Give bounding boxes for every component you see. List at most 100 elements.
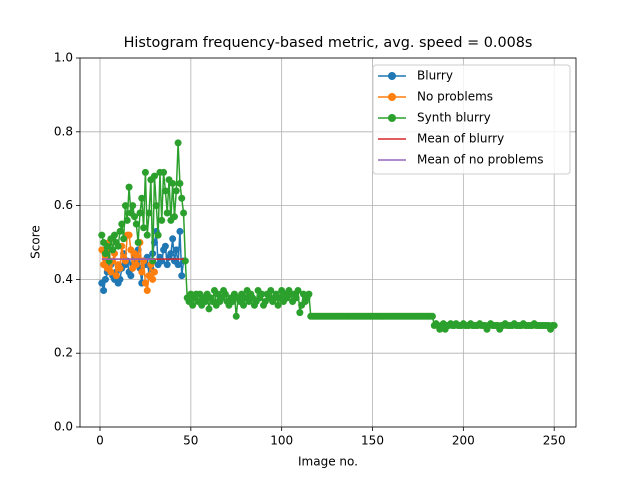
- point: [161, 187, 169, 195]
- point: [143, 231, 151, 239]
- point: [141, 168, 149, 176]
- point: [132, 220, 140, 228]
- point: [125, 183, 133, 191]
- point: [132, 261, 140, 269]
- point: [172, 246, 180, 254]
- point: [169, 179, 177, 187]
- legend-label: Blurry: [417, 69, 453, 83]
- legend-marker: [388, 114, 396, 122]
- point: [131, 213, 139, 221]
- y-tick-label: 1.0: [54, 51, 73, 65]
- point: [274, 301, 282, 309]
- point: [163, 209, 171, 217]
- point: [143, 286, 151, 294]
- point: [201, 298, 209, 306]
- x-tick-label: 0: [96, 434, 104, 448]
- point: [125, 231, 133, 239]
- point: [176, 227, 184, 235]
- point: [101, 275, 109, 283]
- point: [267, 286, 275, 294]
- y-tick-label: 0.4: [54, 272, 73, 286]
- y-tick-label: 0.6: [54, 198, 73, 212]
- legend-frame: [372, 64, 571, 175]
- legend-label: Mean of blurry: [417, 132, 504, 146]
- point: [240, 301, 248, 309]
- point: [181, 257, 189, 265]
- point: [127, 272, 135, 280]
- point: [163, 261, 171, 269]
- point: [141, 279, 149, 287]
- point: [116, 264, 124, 272]
- point: [111, 231, 119, 239]
- x-axis-label: Image no.: [298, 455, 358, 469]
- point: [136, 209, 144, 217]
- point: [174, 139, 182, 147]
- point: [129, 202, 137, 210]
- point: [294, 286, 302, 294]
- legend-label: Mean of no problems: [417, 153, 544, 167]
- point: [550, 322, 558, 330]
- point: [428, 312, 436, 320]
- point: [258, 290, 266, 298]
- point: [167, 250, 175, 258]
- point: [178, 272, 186, 280]
- point: [118, 220, 126, 228]
- point: [138, 268, 146, 276]
- point: [149, 275, 157, 283]
- chart-title: Histogram frequency-based metric, avg. s…: [124, 35, 533, 51]
- point: [138, 194, 146, 202]
- legend-label: Synth blurry: [417, 111, 491, 125]
- point: [292, 294, 300, 302]
- point: [152, 202, 160, 210]
- point: [229, 298, 237, 306]
- point: [140, 224, 148, 232]
- y-tick-label: 0.0: [54, 420, 73, 434]
- point: [178, 194, 186, 202]
- point: [174, 261, 182, 269]
- point: [160, 168, 168, 176]
- point: [134, 239, 142, 246]
- x-tick-label: 100: [270, 434, 293, 448]
- point: [112, 272, 120, 280]
- point: [98, 231, 106, 239]
- point: [103, 242, 111, 250]
- point: [158, 216, 166, 224]
- point: [116, 227, 124, 235]
- y-tick-label: 0.8: [54, 124, 73, 138]
- point: [150, 268, 158, 276]
- point: [221, 290, 229, 298]
- point: [172, 187, 180, 195]
- point: [123, 216, 131, 224]
- legend: Blurry No problems Synth blurry Mean of blu…: [372, 64, 571, 175]
- point: [154, 231, 162, 239]
- point: [107, 268, 115, 276]
- legend-label: No problems: [417, 90, 493, 104]
- point: [120, 235, 128, 243]
- point: [100, 286, 108, 294]
- point: [145, 209, 153, 217]
- point: [161, 242, 169, 250]
- point: [169, 235, 177, 243]
- point: [150, 172, 158, 180]
- x-tick-label: 50: [183, 434, 198, 448]
- point: [109, 246, 117, 254]
- point: [180, 209, 188, 217]
- point: [296, 309, 304, 317]
- point: [205, 305, 213, 313]
- axes-frame: [79, 57, 577, 428]
- point: [114, 242, 122, 250]
- x-tick-label: 250: [543, 434, 566, 448]
- point: [170, 213, 178, 221]
- y-axis-label: Score: [29, 225, 43, 259]
- y-tick-label: 0.2: [54, 346, 73, 360]
- legend-marker: [388, 93, 396, 101]
- x-tick-label: 200: [452, 434, 475, 448]
- legend-marker: [388, 72, 396, 80]
- point: [305, 290, 313, 298]
- point: [189, 301, 197, 309]
- point: [232, 312, 240, 320]
- point: [101, 250, 109, 258]
- point: [176, 179, 184, 187]
- point: [121, 202, 129, 210]
